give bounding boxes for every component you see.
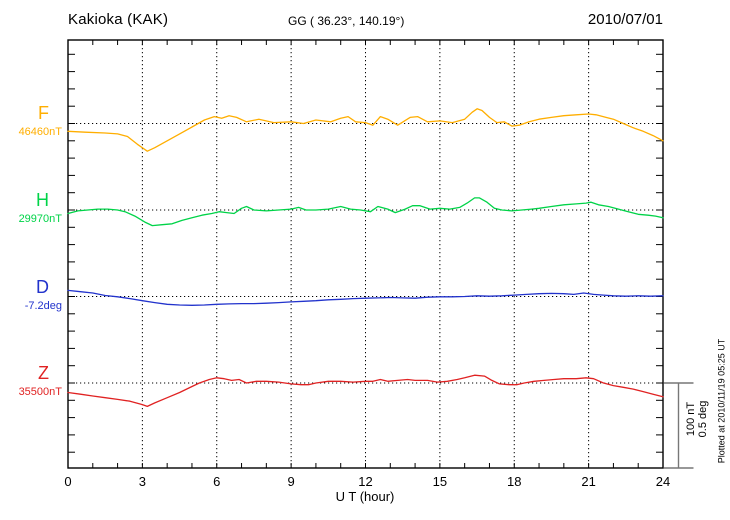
plot-timestamp-note: Plotted at 2010/11/19 05:25 UT: [716, 338, 727, 464]
scale-bar: [663, 382, 694, 469]
component-letter-D: D: [36, 277, 49, 297]
svg-text:9: 9: [288, 474, 295, 489]
svg-text:24: 24: [656, 474, 670, 489]
station-title: Kakioka (KAK): [68, 11, 169, 28]
component-letter-Z: Z: [38, 363, 49, 383]
component-baseline-value-F: 46460nT: [18, 126, 62, 138]
component-baseline-value-H: 29970nT: [18, 213, 62, 225]
observatory-coordinates: GG ( 36.23°, 140.19°): [288, 14, 405, 28]
x-tick-labels: 0 3 6 9 12 15 18 21 24: [64, 474, 670, 489]
plot-date: 2010/07/01: [587, 11, 663, 28]
svg-text:6: 6: [213, 474, 220, 489]
svg-text:0: 0: [64, 474, 71, 489]
svg-text:18: 18: [507, 474, 521, 489]
series-line-H: [67, 197, 664, 227]
component-baseline-value-Z: 35500nT: [18, 386, 62, 398]
component-label-F: F 46460nT: [6, 104, 62, 138]
component-label-Z: Z 35500nT: [6, 364, 62, 398]
svg-text:12: 12: [358, 474, 372, 489]
scale-bar-label: 100 nT 0.5 deg: [685, 354, 709, 484]
svg-text:15: 15: [433, 474, 447, 489]
svg-text:3: 3: [139, 474, 146, 489]
series-line-Z: [67, 374, 664, 408]
component-label-D: D -7.2deg: [6, 278, 62, 312]
series-line-F: [67, 108, 664, 152]
scale-bar-label-deg: 0.5 deg: [697, 400, 709, 438]
component-letter-F: F: [38, 103, 49, 123]
gridlines: [141, 40, 590, 468]
scale-bar-label-nT: 100 nT: [685, 401, 697, 437]
x-axis-label: U T (hour): [335, 489, 395, 504]
hour-ticks: [92, 40, 639, 468]
svg-text:21: 21: [581, 474, 595, 489]
component-baseline-value-D: -7.2deg: [24, 300, 62, 312]
series-line-D: [67, 289, 664, 306]
component-letter-H: H: [36, 190, 49, 210]
component-label-H: H 29970nT: [6, 191, 62, 225]
